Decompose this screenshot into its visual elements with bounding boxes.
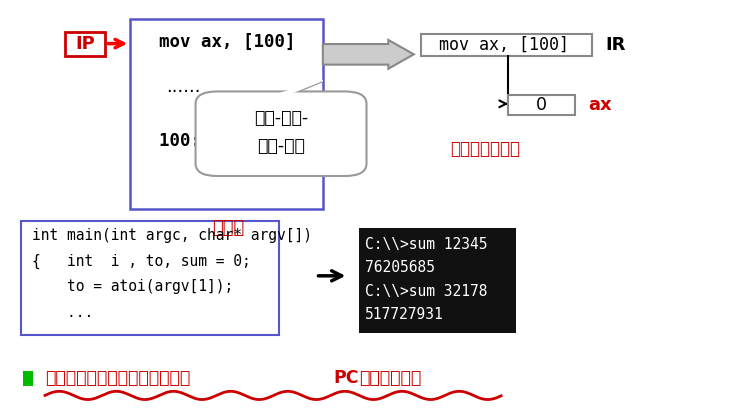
Text: IR: IR [605,36,625,54]
FancyBboxPatch shape [196,92,366,176]
Text: mov ax, [100]: mov ax, [100] [439,36,570,54]
Text: int main(int argc, char* argv[]): int main(int argc, char* argv[]) [32,228,312,243]
Polygon shape [323,40,414,69]
Text: {   int  i , to, sum = 0;: { int i , to, sum = 0; [32,254,251,269]
Text: 100:  0: 100: 0 [159,132,232,150]
Text: PC: PC [333,369,358,387]
Text: 76205685: 76205685 [365,260,435,275]
Text: C:\\>sum 32178: C:\\>sum 32178 [365,283,487,298]
Polygon shape [250,81,323,104]
Text: ...: ... [32,305,93,320]
Text: 存储器: 存储器 [212,219,244,237]
Text: 内存使用：将程序放到内存中，: 内存使用：将程序放到内存中， [45,369,191,387]
Text: 取指-执行-: 取指-执行- [254,109,309,127]
FancyBboxPatch shape [130,19,323,209]
Text: ......: ...... [166,78,201,96]
Text: 运算器、控制器: 运算器、控制器 [450,140,520,158]
FancyBboxPatch shape [359,227,515,333]
Text: ax: ax [589,96,612,114]
Polygon shape [250,80,323,102]
Text: 517727931: 517727931 [365,307,443,322]
Text: 0: 0 [537,96,548,114]
Text: 取指-执行: 取指-执行 [257,137,306,155]
FancyBboxPatch shape [509,95,575,115]
Text: IP: IP [75,35,95,53]
Text: C:\\>sum 12345: C:\\>sum 12345 [365,237,487,252]
FancyBboxPatch shape [65,32,106,56]
Text: mov ax, [100]: mov ax, [100] [159,33,295,51]
FancyBboxPatch shape [21,222,279,335]
Text: to = atoi(argv[1]);: to = atoi(argv[1]); [32,280,233,294]
Text: 指向开始地址: 指向开始地址 [359,369,421,387]
Bar [23,371,33,385]
FancyBboxPatch shape [421,34,592,56]
